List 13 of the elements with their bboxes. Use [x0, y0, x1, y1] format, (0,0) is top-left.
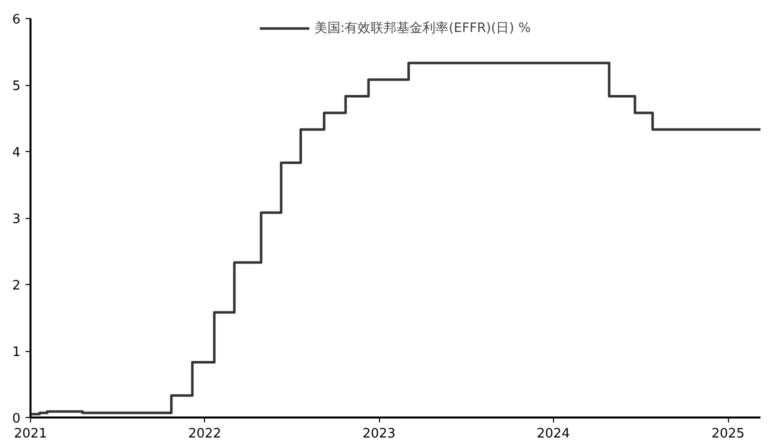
y-tick-label: 2 — [12, 278, 21, 294]
x-tick-label: 2023 — [362, 426, 396, 442]
y-tick-label: 3 — [12, 212, 21, 227]
y-tick-label: 5 — [12, 79, 21, 94]
x-tick-label: 2025 — [711, 426, 745, 442]
legend-label: 美国:有效联邦基金利率(EFFR)(日) % — [314, 20, 531, 37]
y-tick-label: 0 — [12, 412, 21, 426]
y-tick-label: 1 — [12, 345, 21, 360]
y-tick-label: 4 — [12, 146, 21, 160]
x-tick-label: 2021 — [14, 426, 48, 442]
y-tick-label: 6 — [12, 12, 21, 28]
x-tick-label: 2022 — [188, 426, 222, 442]
x-tick-label: 2024 — [536, 426, 570, 442]
